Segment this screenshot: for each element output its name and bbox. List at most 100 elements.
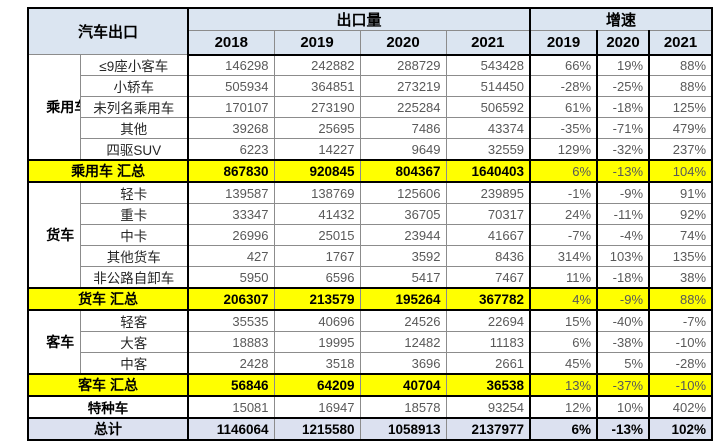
export-count-cell: 9649 bbox=[359, 138, 447, 161]
export-count-cell: 56846 bbox=[187, 373, 275, 397]
export-count-cell: 3518 bbox=[273, 352, 361, 375]
growth-pct-cell: 125% bbox=[648, 96, 713, 118]
growth-pct-cell: 102% bbox=[648, 417, 713, 441]
row-label: 非公路自卸车 bbox=[79, 266, 190, 289]
export-count-cell: 138769 bbox=[273, 181, 361, 204]
growth-rate-header: 增速 bbox=[529, 7, 713, 31]
export-count-cell: 273190 bbox=[273, 96, 361, 118]
row-label: 中客 bbox=[79, 352, 190, 375]
growth-pct-cell: 6% bbox=[529, 159, 599, 183]
year-header-growth-2021: 2021 bbox=[648, 30, 713, 56]
growth-pct-cell: -11% bbox=[596, 203, 651, 225]
export-count-cell: 3696 bbox=[359, 352, 447, 375]
growth-pct-cell: -7% bbox=[648, 309, 713, 332]
export-count-cell: 19995 bbox=[273, 331, 361, 353]
export-count-cell: 43374 bbox=[445, 117, 532, 139]
row-label: 货车 汇总 bbox=[27, 287, 190, 311]
vehicle-group-label: 货车 bbox=[27, 181, 81, 289]
export-count-cell: 139587 bbox=[187, 181, 275, 204]
table-title: 汽车出口 bbox=[27, 7, 190, 55]
export-count-cell: 36538 bbox=[445, 373, 532, 397]
export-count-cell: 543428 bbox=[445, 54, 532, 76]
growth-pct-cell: 103% bbox=[596, 245, 651, 267]
header-row-years: 2018 2019 2020 2021 2019 2020 2021 bbox=[28, 30, 713, 56]
table-row: 中客 2428 3518 3696 2661 45% 5% -28% bbox=[28, 352, 713, 375]
export-count-cell: 70317 bbox=[445, 203, 532, 225]
export-count-cell: 2428 bbox=[187, 352, 275, 375]
row-label: 小轿车 bbox=[79, 75, 190, 97]
growth-pct-cell: -25% bbox=[596, 75, 651, 97]
growth-pct-cell: 66% bbox=[529, 54, 599, 76]
export-count-cell: 1058913 bbox=[359, 417, 447, 441]
auto-export-table: 汽车出口 出口量 增速 2018 2019 2020 2021 2019 202… bbox=[27, 7, 714, 441]
summary-row: 乘用车 汇总 867830 920845 804367 1640403 6% -13% 104… bbox=[27, 159, 713, 183]
export-count-cell: 804367 bbox=[359, 159, 447, 183]
year-header-growth-2020: 2020 bbox=[596, 30, 651, 56]
row-label: 总计 bbox=[27, 417, 190, 441]
export-count-cell: 32559 bbox=[445, 138, 532, 161]
export-count-cell: 35535 bbox=[187, 309, 275, 332]
export-count-cell: 195264 bbox=[359, 287, 447, 311]
growth-pct-cell: -28% bbox=[529, 75, 599, 97]
growth-pct-cell: -9% bbox=[596, 287, 651, 311]
export-count-cell: 36705 bbox=[359, 203, 447, 225]
growth-pct-cell: 5% bbox=[596, 352, 651, 375]
export-count-cell: 364851 bbox=[273, 75, 361, 97]
growth-pct-cell: 24% bbox=[529, 203, 599, 225]
export-count-cell: 16947 bbox=[273, 395, 361, 419]
growth-pct-cell: -35% bbox=[529, 117, 599, 139]
year-header-export-2020: 2020 bbox=[359, 30, 447, 56]
export-count-cell: 273219 bbox=[359, 75, 447, 97]
export-count-cell: 206307 bbox=[187, 287, 275, 311]
growth-pct-cell: 6% bbox=[529, 331, 599, 353]
vehicle-group-text: 货车 bbox=[46, 226, 75, 243]
growth-pct-cell: 15% bbox=[529, 309, 599, 332]
vehicle-group-text: 客车 bbox=[46, 333, 75, 350]
table-row: 大客 18883 19995 12482 11183 6% -38% -10% bbox=[28, 331, 713, 353]
growth-pct-cell: -32% bbox=[596, 138, 651, 161]
year-header-growth-2019: 2019 bbox=[529, 30, 599, 56]
growth-pct-cell: 88% bbox=[648, 75, 713, 97]
growth-pct-cell: 45% bbox=[529, 352, 599, 375]
export-count-cell: 5417 bbox=[359, 266, 447, 289]
growth-pct-cell: -40% bbox=[596, 309, 651, 332]
year-header-export-2019: 2019 bbox=[273, 30, 361, 56]
export-count-cell: 367782 bbox=[445, 287, 532, 311]
growth-pct-cell: 92% bbox=[648, 203, 713, 225]
table-row: 非公路自卸车 5950 6596 5417 7467 11% -18% 38% bbox=[28, 266, 713, 289]
table-row: 小轿车 505934 364851 273219 514450 -28% -25% 88% bbox=[28, 75, 713, 97]
vehicle-group-label: 乘用车 bbox=[27, 54, 81, 161]
growth-pct-cell: 88% bbox=[648, 287, 713, 311]
growth-pct-cell: -13% bbox=[596, 417, 651, 441]
export-count-cell: 93254 bbox=[445, 395, 532, 419]
growth-pct-cell: -38% bbox=[596, 331, 651, 353]
row-label: 四驱SUV bbox=[79, 138, 190, 161]
growth-pct-cell: 6% bbox=[529, 417, 599, 441]
special-row: 特种车 15081 16947 18578 93254 12% 10% 402% bbox=[27, 395, 713, 419]
growth-pct-cell: 402% bbox=[648, 395, 713, 419]
growth-pct-cell: -1% bbox=[529, 181, 599, 204]
export-count-cell: 15081 bbox=[187, 395, 275, 419]
row-label: ≤9座小客车 bbox=[79, 54, 190, 76]
vehicle-group-text: 乘用车 bbox=[46, 98, 79, 115]
table-row: 重卡 33347 41432 36705 70317 24% -11% 92% bbox=[28, 203, 713, 225]
growth-pct-cell: 4% bbox=[529, 287, 599, 311]
export-count-cell: 146298 bbox=[187, 54, 275, 76]
table-row: 乘用车 ≤9座小客车14629824288228872954342866%19%8… bbox=[27, 54, 713, 161]
year-header-export-2021: 2021 bbox=[445, 30, 532, 56]
export-count-cell: 514450 bbox=[445, 75, 532, 97]
export-count-cell: 18578 bbox=[359, 395, 447, 419]
growth-pct-cell: 12% bbox=[529, 395, 599, 419]
row-label: 轻卡 bbox=[79, 181, 190, 204]
export-count-cell: 288729 bbox=[359, 54, 447, 76]
export-count-cell: 1146064 bbox=[187, 417, 275, 441]
export-count-cell: 1767 bbox=[273, 245, 361, 267]
row-label: 大客 bbox=[79, 331, 190, 353]
export-count-cell: 506592 bbox=[445, 96, 532, 118]
export-count-cell: 39268 bbox=[187, 117, 275, 139]
growth-pct-cell: -4% bbox=[596, 224, 651, 246]
export-count-cell: 7467 bbox=[445, 266, 532, 289]
row-label: 未列名乘用车 bbox=[79, 96, 190, 118]
export-count-cell: 867830 bbox=[187, 159, 275, 183]
growth-pct-cell: 237% bbox=[648, 138, 713, 161]
